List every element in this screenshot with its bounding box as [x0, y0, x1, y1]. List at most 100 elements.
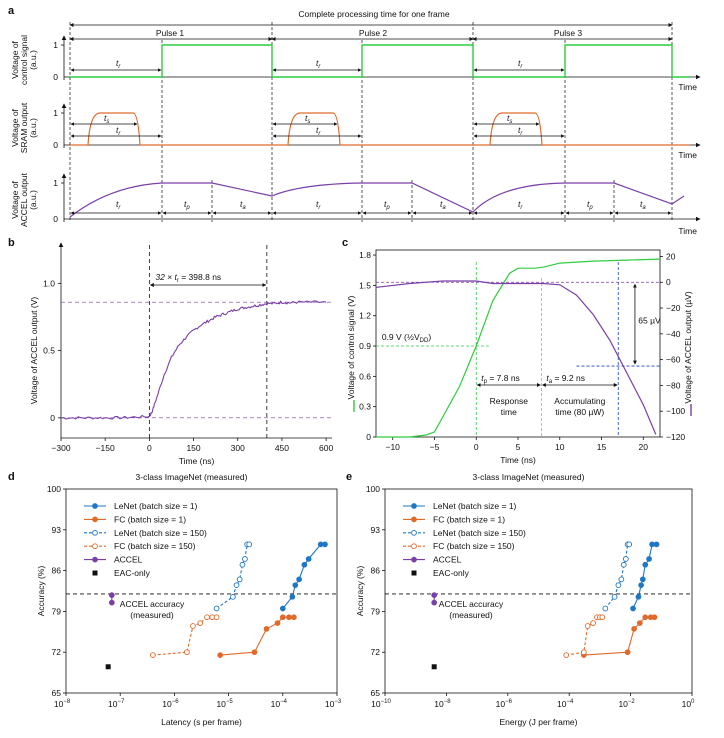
d-series-1-point-2 [263, 626, 270, 632]
b-ytick-label-0: 0 [50, 413, 55, 423]
e-legend-marker-3 [411, 543, 417, 550]
c-half-vdd-label: 0.9 V (½VDD) [382, 332, 431, 344]
panel-letter-d: d [8, 471, 15, 483]
e-legend-label-1: FC (batch size = 1) [433, 514, 505, 524]
row-1-tr-label-1: tr [116, 58, 121, 70]
c-accum-label-1: Accumulating [554, 396, 605, 406]
c-ytick-left-label-2: 0.6 [359, 371, 371, 381]
b-accel-series [60, 300, 327, 420]
c-ytick-left-label-5: 1.5 [359, 280, 371, 290]
e-series-4-point-0 [431, 599, 438, 606]
b-xtick-label-0: −300 [51, 443, 70, 453]
row-2-tr-label-3: tr [518, 125, 523, 137]
row-2-ytick-1: 1 [53, 108, 58, 118]
e-series-5-point-0 [431, 664, 437, 670]
d-legend-label-1: FC (batch size = 1) [114, 514, 186, 524]
e-legend-label-2: LeNet (batch size = 150) [433, 528, 526, 538]
d-series-3-point-0 [149, 652, 156, 658]
e-series-3-point-1 [580, 649, 587, 656]
d-series-3-point-2 [190, 623, 196, 629]
e-title: 3-class ImageNet (measured) [473, 472, 585, 482]
c-ytick-right-label-1: −100 [666, 406, 685, 416]
d-ytick-label-0: 65 [52, 688, 62, 698]
panel-b-chart: −300 −150 0 150 300 450 600 0 0.5 1.0 Time (ns) Vol… [29, 242, 333, 466]
e-series-4-point-1 [431, 592, 438, 598]
c-ytick-left-label-0: 0 [366, 432, 371, 442]
c-ytick-right-label-0: −120 [666, 432, 685, 442]
row-2-ts-label-1: ts [104, 113, 109, 125]
e-legend-marker-0 [411, 503, 417, 509]
e-series-2-point-5 [622, 556, 629, 562]
e-series-0-point-5 [646, 556, 652, 562]
d-series-2-point-4 [239, 561, 246, 568]
d-series-3-point-4 [204, 614, 210, 621]
panel-letter-e: e [346, 471, 352, 483]
row-2-tr-label-2: tr [316, 125, 321, 137]
e-ytick-label-1: 72 [371, 647, 381, 657]
b-xtick-label-2: 0 [147, 443, 152, 453]
pulse-1-label: Pulse 1 [156, 28, 185, 38]
d-ytick-label-2: 79 [52, 606, 62, 616]
c-accel-series [375, 280, 657, 435]
pulse-2-label: Pulse 2 [359, 28, 388, 38]
sram-output-trace [70, 112, 690, 146]
c-plot-frame [375, 249, 661, 438]
d-series-0-point-0 [279, 605, 286, 612]
row-2-axes: 1 0 Time Voltage ofSRAM output(a.u.) [10, 102, 701, 160]
b-ytick-label-2: 1.0 [43, 278, 55, 288]
c-ylabel-left: Voltage of control signal (V) [346, 295, 356, 399]
d-ylabel: Accuracy (%) [36, 566, 46, 617]
row-3-xlabel: Time [678, 226, 697, 236]
b-xtick-label-5: 450 [275, 443, 289, 453]
c-ytick-left-label-6: 1.8 [359, 250, 371, 260]
d-series-3-point-6 [213, 614, 220, 621]
e-ytick-label-3: 86 [371, 566, 381, 576]
svg-text:tp: tp [587, 199, 593, 211]
d-series-line-3 [152, 616, 217, 656]
c-response-label-2: time [501, 407, 517, 417]
row-3-labels: tr tp ta tr tp ta tr tp ta [116, 199, 646, 211]
c-delta-label: 65 µV [638, 316, 661, 326]
control-signal-trace [70, 44, 690, 78]
b-ylabel: Voltage of ACCEL output (V) [29, 297, 39, 405]
svg-text:ta: ta [440, 199, 446, 211]
e-xtick-label-5: 100 [682, 699, 695, 709]
svg-text:tp: tp [184, 199, 190, 211]
d-xlabel: Latency (s per frame) [161, 717, 242, 727]
d-series-line-0 [282, 543, 325, 609]
d-series-line-1 [220, 616, 294, 656]
pulse-boundaries [69, 22, 673, 222]
d-xtick-label-0: 10−8 [54, 699, 71, 709]
d-series-1-point-4 [279, 614, 286, 621]
d-plot-frame [65, 488, 338, 694]
d-series-1-point-0 [217, 652, 224, 658]
e-legend-label-5: EAC-only [433, 568, 470, 578]
e-series-0-point-7 [653, 541, 660, 548]
row-3-ytick-0: 0 [53, 214, 58, 224]
row-1-xlabel: Time [678, 82, 697, 92]
d-legend-marker-1 [92, 516, 98, 523]
e-ylabel: Accuracy (%) [355, 566, 365, 617]
e-hline-label-2: (measured) [449, 610, 493, 620]
d-series-2-point-3 [236, 576, 243, 583]
d-series-2-point-1 [230, 593, 236, 600]
d-xtick-label-4: 10−4 [271, 699, 288, 709]
d-series-5-point-0 [105, 664, 111, 670]
d-legend-marker-3 [92, 543, 98, 550]
row-1-ytick-1: 1 [53, 40, 58, 50]
e-xtick-label-0: 10−10 [371, 699, 391, 709]
d-series-2-point-0 [213, 605, 220, 612]
e-legend-label-0: LeNet (batch size = 1) [433, 501, 517, 511]
row-1-tr-label-2: tr [316, 58, 321, 70]
d-legend-label-4: ACCEL [114, 555, 143, 565]
accel-output-trace [69, 182, 685, 218]
row-2-ts-label-3: ts [507, 113, 512, 125]
d-series-0-point-2 [292, 582, 299, 589]
svg-text:ta: ta [640, 199, 646, 211]
e-series-2-point-4 [620, 561, 627, 568]
panel-c-chart: −10 −5 0 5 10 15 20 0 0.3 0.6 0.9 1.2 1.5 1.8 −120 −100… [346, 249, 693, 465]
d-legend-marker-0 [92, 503, 98, 509]
d-hline-label-1: ACCEL accuracy [120, 599, 185, 609]
b-xtick-label-1: −150 [96, 443, 115, 453]
